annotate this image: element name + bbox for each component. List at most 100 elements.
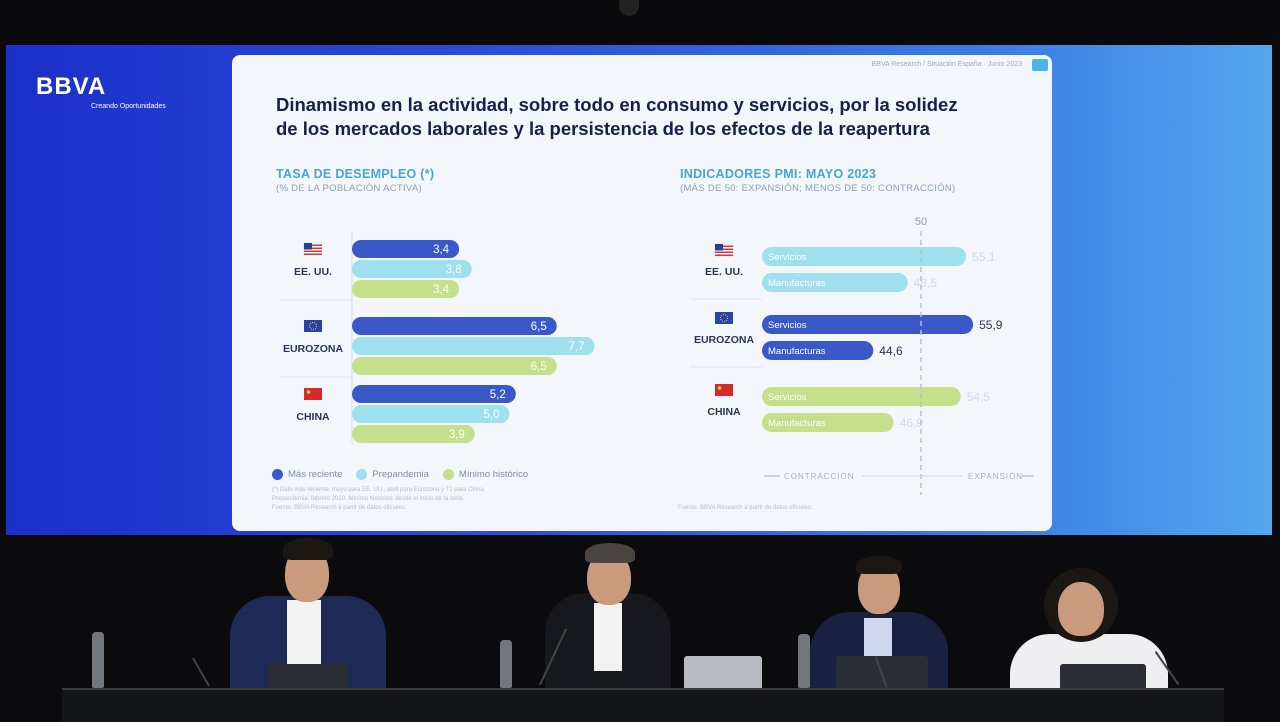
pmi-bar-label: Manufacturas	[768, 418, 826, 429]
legend-item-min: Mínimo histórico	[442, 469, 529, 480]
unemployment-chart-title: TASA DE DESEMPLEO (*)	[276, 167, 435, 181]
pmi-flag-0-stripe	[715, 248, 733, 250]
speaker-2	[545, 543, 675, 691]
unemployment-value-label: 7,7	[569, 341, 585, 353]
unemployment-value-label: 6,5	[531, 361, 547, 373]
unemployment-flag-1-bg	[304, 320, 322, 332]
legend-item-prepandemic: Prepandemia	[356, 469, 429, 480]
speaker-1-hair	[283, 538, 333, 560]
legend-label-min: Mínimo histórico	[458, 469, 529, 480]
laptop-1	[268, 664, 348, 690]
footnote-left-3: Fuente: BBVA Research a partir de datos …	[272, 505, 407, 511]
pmi-category-label: EUROZONA	[694, 334, 755, 346]
pmi-flag-2-bg	[715, 384, 733, 396]
presenters-table	[62, 688, 1224, 722]
water-bottle-2	[500, 640, 512, 688]
footnote-left-2: Prepandemia: febrero 2020. Mínimo histór…	[272, 496, 465, 502]
slide-title-line-1: Dinamismo en la actividad, sobre todo en…	[276, 94, 958, 115]
speaker-1-shirt	[287, 600, 321, 664]
unemployment-flag-2-bg	[304, 388, 322, 400]
pmi-bar	[762, 273, 908, 292]
pmi-category-label: CHINA	[707, 406, 741, 418]
pmi-flag-1-stars	[720, 314, 728, 322]
brand-block: BBVA Creando Oportunidades	[36, 73, 166, 110]
footnote-left-1: (*) Dato más reciente: mayo para EE. UU.…	[272, 487, 486, 493]
unemployment-bar	[352, 240, 460, 258]
pmi-expansion-label: EXPANSIÓN	[968, 472, 1023, 481]
pmi-contraction-label: CONTRACCIÓN	[784, 472, 855, 481]
pmi-flag-2-star	[717, 386, 722, 390]
unemployment-bar	[352, 317, 557, 335]
presentation-slide: BBVA Research / Situación España · Junio…	[232, 55, 1052, 531]
unemployment-category-label: EE. UU.	[294, 266, 332, 278]
slide-title: Dinamismo en la actividad, sobre todo en…	[276, 93, 1036, 141]
water-bottle-3	[798, 634, 810, 688]
pmi-value-label: 55,9	[979, 318, 1003, 332]
unemployment-flag-1-stars	[309, 322, 317, 330]
speaker-2-shirt	[594, 603, 622, 671]
speaker-3-hair	[856, 556, 902, 574]
unemployment-category-label: EUROZONA	[283, 343, 344, 355]
unemployment-bar	[352, 385, 516, 403]
unemployment-flag-2-star	[306, 390, 311, 394]
legend-dot-min	[442, 469, 454, 480]
unemployment-flag-0-stripe	[304, 244, 322, 246]
unemployment-value-label: 6,5	[531, 321, 547, 333]
pmi-category-label: EE. UU.	[705, 266, 743, 278]
pmi-bar	[762, 341, 874, 360]
unemployment-value-label: 3,9	[449, 429, 465, 441]
legend-dot-prepandemic	[356, 469, 368, 480]
pmi-value-label: 54,5	[967, 390, 991, 404]
speaker-2-hair	[585, 543, 635, 563]
footnote-right: Fuente: BBVA Research a partir de datos …	[678, 505, 813, 511]
bbva-logo: BBVA	[36, 73, 107, 100]
unemployment-flag-0-stripe	[304, 250, 322, 252]
pmi-bar-label: Servicios	[768, 392, 807, 403]
pmi-flag-0-stripe	[715, 254, 733, 256]
speaker-1	[230, 538, 390, 690]
pmi-bar	[762, 247, 967, 266]
legend-label-recent: Más reciente	[288, 469, 343, 480]
unemployment-value-label: 5,0	[484, 409, 500, 421]
unemployment-flag-0-stripe	[304, 247, 322, 249]
unemployment-bar	[352, 337, 595, 355]
slide-header-meta: BBVA Research / Situación España · Junio…	[871, 61, 1022, 68]
pmi-reference-label: 50	[915, 216, 927, 228]
legend-item-recent: Más reciente	[272, 469, 342, 480]
unemployment-flag-0-canton	[304, 243, 312, 250]
pmi-bar	[762, 387, 961, 406]
water-bottle-1	[92, 632, 104, 688]
brand-tagline: Creando Oportunidades	[91, 103, 166, 110]
ceiling-camera	[619, 0, 639, 16]
unemployment-value-label: 3,4	[433, 244, 450, 256]
unemployment-legend: Más reciente Prepandemia Mínimo históric…	[272, 469, 528, 480]
pmi-chart-title: INDICADORES PMI: MAYO 2023	[680, 167, 877, 181]
pmi-value-label: 55,1	[972, 250, 996, 264]
unemployment-category-label: CHINA	[296, 411, 330, 423]
unemployment-flag-0-stripe	[304, 253, 322, 255]
laptop-2	[684, 656, 762, 690]
pmi-bar-label: Servicios	[768, 320, 807, 331]
pmi-bar-label: Manufacturas	[768, 278, 826, 289]
speaker-4-head	[1058, 582, 1104, 636]
pmi-bar	[762, 315, 974, 334]
unemployment-bar	[352, 260, 472, 278]
pmi-flag-0-canton	[715, 244, 723, 251]
pmi-value-label: 46,9	[900, 416, 924, 430]
pmi-value-label: 48,5	[914, 276, 938, 290]
legend-dot-recent	[272, 469, 283, 480]
pmi-chart-subtitle: (MÁS DE 50: EXPANSIÓN; MENOS DE 50: CONT…	[680, 183, 956, 194]
slide-page-marker	[1032, 59, 1048, 71]
pmi-bar	[762, 413, 894, 432]
pmi-value-label: 44,6	[879, 344, 903, 358]
unemployment-bar	[352, 425, 475, 443]
unemployment-bar	[352, 357, 557, 375]
pmi-bar-label: Manufacturas	[768, 346, 826, 357]
unemployment-bar	[352, 280, 460, 298]
unemployment-value-label: 3,8	[446, 264, 462, 276]
unemployment-bar	[352, 405, 510, 423]
slide-title-line-2: de los mercados laborales y la persisten…	[276, 118, 930, 139]
pmi-bar-label: Servicios	[768, 252, 807, 263]
pmi-flag-0-stripe	[715, 251, 733, 253]
charts-canvas: EE. UU. 3,4 3,8 3,4 EUROZONA 6,5 7,7 6,5 CHINA 5,…	[280, 216, 1034, 495]
